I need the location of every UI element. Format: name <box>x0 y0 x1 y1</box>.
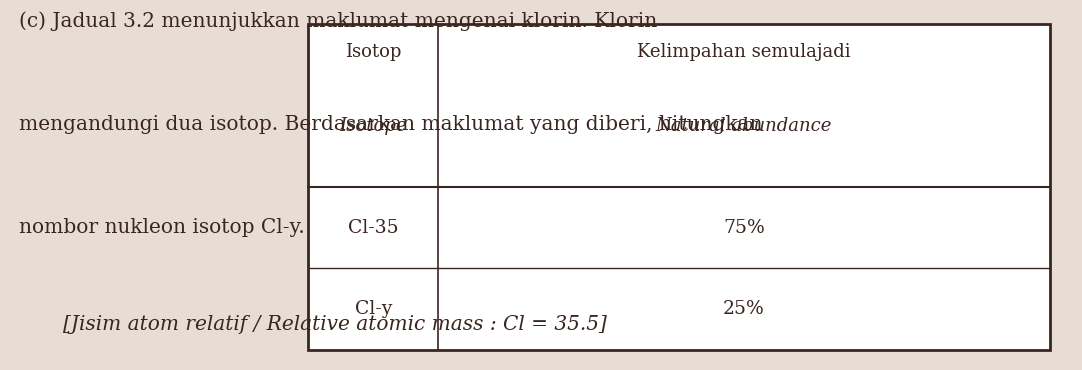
Text: 75%: 75% <box>723 219 765 236</box>
Bar <box>308 24 1050 350</box>
Text: Cl-y: Cl-y <box>355 300 392 318</box>
Text: Natural abundance: Natural abundance <box>656 117 832 135</box>
Text: Cl-35: Cl-35 <box>348 219 398 236</box>
Text: 25%: 25% <box>723 300 765 318</box>
Text: nombor nukleon isotop Cl-y.: nombor nukleon isotop Cl-y. <box>19 218 305 237</box>
Text: Isotope: Isotope <box>340 117 407 135</box>
Text: mengandungi dua isotop. Berdasarkan maklumat yang diberi, hitungkan: mengandungi dua isotop. Berdasarkan makl… <box>19 115 763 134</box>
Text: (c) Jadual 3.2 menunjukkan maklumat mengenai klorin. Klorin: (c) Jadual 3.2 menunjukkan maklumat meng… <box>19 11 658 31</box>
Text: Isotop: Isotop <box>345 43 401 61</box>
Text: Kelimpahan semulajadi: Kelimpahan semulajadi <box>637 43 850 61</box>
Text: [Jisim atom relatif / Relative atomic mass : Cl = 35.5]: [Jisim atom relatif / Relative atomic ma… <box>63 314 607 333</box>
